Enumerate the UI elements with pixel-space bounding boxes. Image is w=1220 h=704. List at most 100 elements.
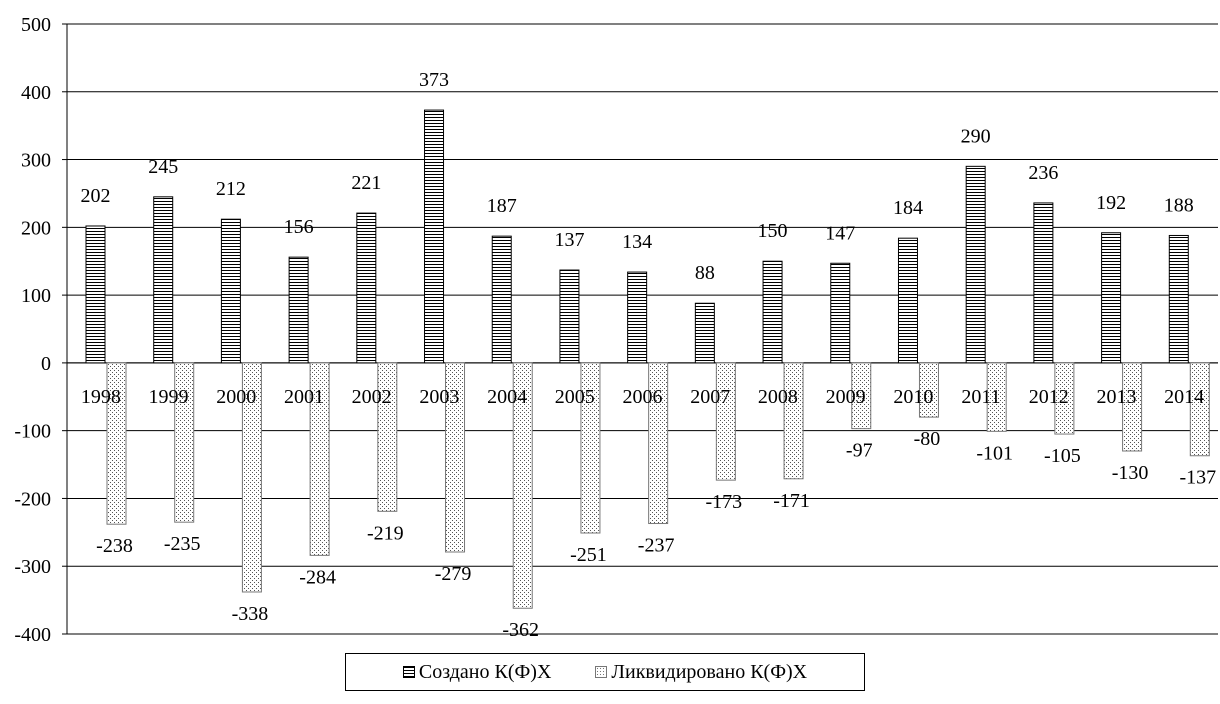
x-tick-label: 2010: [893, 386, 933, 408]
bar-created: [424, 109, 445, 364]
bar-created: [356, 212, 377, 364]
data-label-created: 187: [487, 195, 517, 217]
data-label-created: 184: [893, 197, 923, 219]
x-tick-label: 2007: [690, 386, 730, 408]
y-tick-label: 400: [21, 82, 51, 104]
x-tick-label: 1998: [81, 386, 121, 408]
legend-swatch-created: [402, 666, 415, 678]
bar-liquidated: [715, 362, 736, 481]
data-label-liquidated: -338: [232, 603, 269, 625]
bar-liquidated: [783, 362, 804, 480]
bar-liquidated: [918, 362, 939, 418]
bar-created: [288, 256, 309, 364]
x-tick-label: 2001: [284, 386, 324, 408]
x-tick-label: 2009: [826, 386, 866, 408]
x-tick-label: 2005: [555, 386, 595, 408]
bar-liquidated: [309, 362, 330, 556]
bar-liquidated: [241, 362, 262, 593]
data-label-liquidated: -279: [435, 563, 472, 585]
legend-item-liquidated: Ликвидировано К(Ф)Х: [595, 661, 807, 684]
data-label-created: 88: [695, 262, 715, 284]
data-labels: 202 -238 245 -235 212 -338 156 -284 221 -219 373 -2…: [81, 69, 1217, 641]
bar-created: [491, 235, 512, 364]
data-label-created: 192: [1096, 192, 1126, 214]
bar-liquidated: [1054, 362, 1075, 435]
bar-liquidated: [174, 362, 195, 523]
legend-item-created: Создано К(Ф)Х: [402, 660, 552, 684]
bar-liquidated: [580, 362, 601, 534]
data-label-liquidated: -237: [638, 535, 675, 557]
x-tick-label: 2006: [623, 386, 663, 408]
data-label-liquidated: -238: [96, 535, 133, 557]
y-tick-label: -300: [14, 556, 51, 578]
data-label-liquidated: -251: [570, 544, 607, 566]
y-tick-label: 500: [21, 14, 51, 36]
bar-liquidated: [1122, 362, 1143, 452]
data-label-liquidated: -80: [914, 428, 941, 450]
data-label-liquidated: -284: [299, 566, 336, 588]
bar-created: [559, 269, 580, 364]
x-axis-labels: 1998 1999 2000 2001 2002 2003 2004 2005 2006 2007…: [81, 386, 1204, 408]
x-tick-label: 2014: [1164, 386, 1204, 408]
bar-chart: 500 400 300 200 100 0 -100 -200 -300 -400 202 -238…: [14, 14, 1218, 646]
data-label-created: 290: [961, 125, 991, 147]
bar-liquidated: [512, 362, 533, 609]
data-label-liquidated: -105: [1044, 445, 1081, 467]
bar-created: [830, 262, 851, 364]
legend-label-liquidated: Ликвидировано К(Ф)Х: [611, 660, 808, 683]
data-label-liquidated: -137: [1179, 467, 1216, 489]
data-label-liquidated: -235: [164, 533, 201, 555]
bar-liquidated: [986, 362, 1007, 432]
data-label-created: 137: [554, 229, 584, 251]
data-label-liquidated: -101: [976, 442, 1013, 464]
bar-created: [627, 271, 648, 364]
x-tick-label: 2012: [1029, 386, 1069, 408]
bar-created: [694, 302, 715, 364]
bar-created: [153, 196, 174, 364]
x-tick-label: 2011: [961, 386, 1000, 408]
bar-created: [762, 260, 783, 364]
bars: [85, 109, 1210, 609]
data-label-created: 188: [1164, 194, 1194, 216]
y-tick-label: 300: [21, 150, 51, 172]
y-tick-label: 100: [21, 285, 51, 307]
data-label-created: 156: [284, 216, 314, 238]
y-tick-label: -200: [14, 488, 51, 510]
data-label-created: 202: [81, 185, 111, 207]
data-label-created: 236: [1028, 162, 1058, 184]
y-tick-label: -400: [14, 624, 51, 646]
data-label-liquidated: -219: [367, 522, 404, 544]
x-tick-label: 1999: [149, 386, 189, 408]
bar-created: [85, 225, 106, 364]
x-tick-label: 2000: [216, 386, 256, 408]
data-label-created: 212: [216, 178, 246, 200]
data-label-created: 373: [419, 69, 449, 91]
data-label-liquidated: -97: [846, 440, 873, 462]
data-label-created: 150: [758, 220, 788, 242]
bar-liquidated: [377, 362, 398, 512]
bar-liquidated: [851, 362, 872, 430]
data-label-created: 245: [148, 156, 178, 178]
x-tick-label: 2003: [419, 386, 459, 408]
data-label-created: 147: [825, 222, 855, 244]
data-label-created: 134: [622, 231, 652, 253]
bar-liquidated: [106, 362, 127, 525]
bar-liquidated: [648, 362, 669, 525]
data-label-liquidated: -130: [1112, 462, 1149, 484]
x-tick-label: 2004: [487, 386, 527, 408]
x-tick-label: 2008: [758, 386, 798, 408]
bar-created: [1101, 232, 1122, 364]
y-axis: 500 400 300 200 100 0 -100 -200 -300 -400: [14, 14, 68, 646]
y-tick-label: -100: [14, 421, 51, 443]
data-label-liquidated: -171: [773, 490, 810, 512]
legend-swatch-liquidated: [595, 666, 608, 678]
data-label-liquidated: -173: [706, 491, 743, 513]
y-tick-label: 200: [21, 217, 51, 239]
bar-liquidated: [1189, 362, 1210, 457]
data-label-liquidated: -362: [502, 619, 539, 641]
bar-created: [965, 165, 986, 364]
bar-created: [1033, 202, 1054, 364]
legend-label-created: Создано К(Ф)Х: [418, 660, 552, 683]
data-label-created: 221: [351, 172, 381, 194]
y-tick-label: 0: [41, 353, 51, 375]
